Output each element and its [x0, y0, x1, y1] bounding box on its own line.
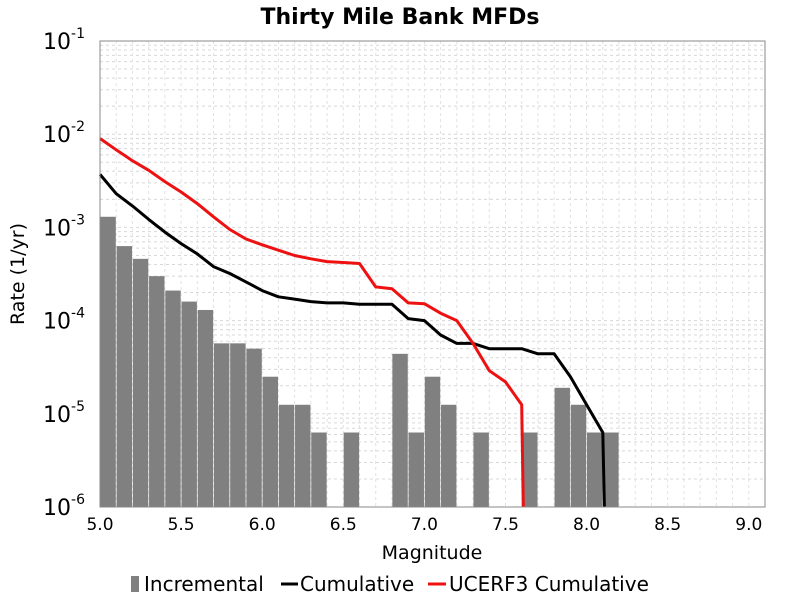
incremental-bar — [473, 432, 489, 507]
y-tick-label: 10-1 — [43, 26, 85, 55]
cumulative-line — [98, 173, 606, 508]
cumulative-lines — [98, 137, 606, 508]
incremental-bar — [570, 404, 587, 507]
incremental-bars — [100, 216, 619, 508]
x-tick-label: 5.0 — [86, 515, 113, 535]
incremental-bar — [149, 276, 165, 507]
y-tick-labels: 10-6 10-5 10-4 10-3 10-2 10-1 — [43, 26, 85, 521]
incremental-bar — [116, 246, 133, 508]
y-tick-label: 10-5 — [43, 399, 85, 428]
incremental-bar — [343, 432, 360, 507]
incremental-bar — [311, 432, 327, 507]
y-tick-label: 10-4 — [43, 306, 85, 335]
x-tick-label: 7.0 — [411, 515, 438, 535]
x-tick-label: 7.5 — [492, 515, 519, 535]
x-tick-label: 5.5 — [168, 515, 195, 535]
incremental-bar — [278, 404, 295, 507]
incremental-bar — [408, 432, 424, 507]
x-tick-label: 6.0 — [249, 515, 276, 535]
ucerf3-cumulative-line — [99, 137, 525, 508]
y-tick-label: 10-2 — [43, 119, 85, 148]
incremental-bar — [295, 404, 311, 507]
legend: Incremental Cumulative UCERF3 Cumulative — [131, 572, 649, 596]
incremental-bar — [424, 376, 441, 507]
incremental-bar — [181, 301, 197, 507]
legend-label-ucerf3: UCERF3 Cumulative — [449, 572, 649, 596]
x-tick-label: 9.0 — [735, 515, 762, 535]
incremental-bar — [554, 387, 570, 507]
legend-label-incremental: Incremental — [144, 572, 264, 596]
y-axis-label: Rate (1/yr) — [7, 223, 29, 325]
legend-swatch-incremental — [131, 576, 139, 592]
incremental-bar — [197, 309, 214, 507]
incremental-bar — [262, 376, 279, 507]
incremental-bar — [441, 404, 457, 507]
incremental-bar — [586, 432, 603, 507]
incremental-bar — [132, 258, 149, 507]
incremental-bar — [246, 348, 262, 507]
y-tick-label: 10-3 — [43, 212, 85, 241]
x-tick-label: 8.0 — [573, 515, 600, 535]
chart-title: Thirty Mile Bank MFDs — [261, 5, 540, 30]
incremental-bar — [392, 353, 408, 507]
incremental-bar — [213, 343, 230, 507]
y-tick-label: 10-6 — [43, 492, 85, 521]
plot-frame — [99, 40, 766, 508]
legend-label-cumulative: Cumulative — [300, 572, 414, 596]
incremental-bar — [522, 432, 538, 507]
incremental-bar — [230, 343, 246, 507]
incremental-bar — [165, 290, 181, 507]
x-axis-label: Magnitude — [382, 542, 483, 564]
incremental-bar — [100, 216, 116, 507]
x-tick-label: 6.5 — [330, 515, 357, 535]
x-tick-labels: 5.0 5.5 6.0 6.5 7.0 7.5 8.0 8.5 9.0 — [86, 515, 762, 535]
x-tick-label: 8.5 — [654, 515, 681, 535]
incremental-bar — [603, 432, 619, 507]
